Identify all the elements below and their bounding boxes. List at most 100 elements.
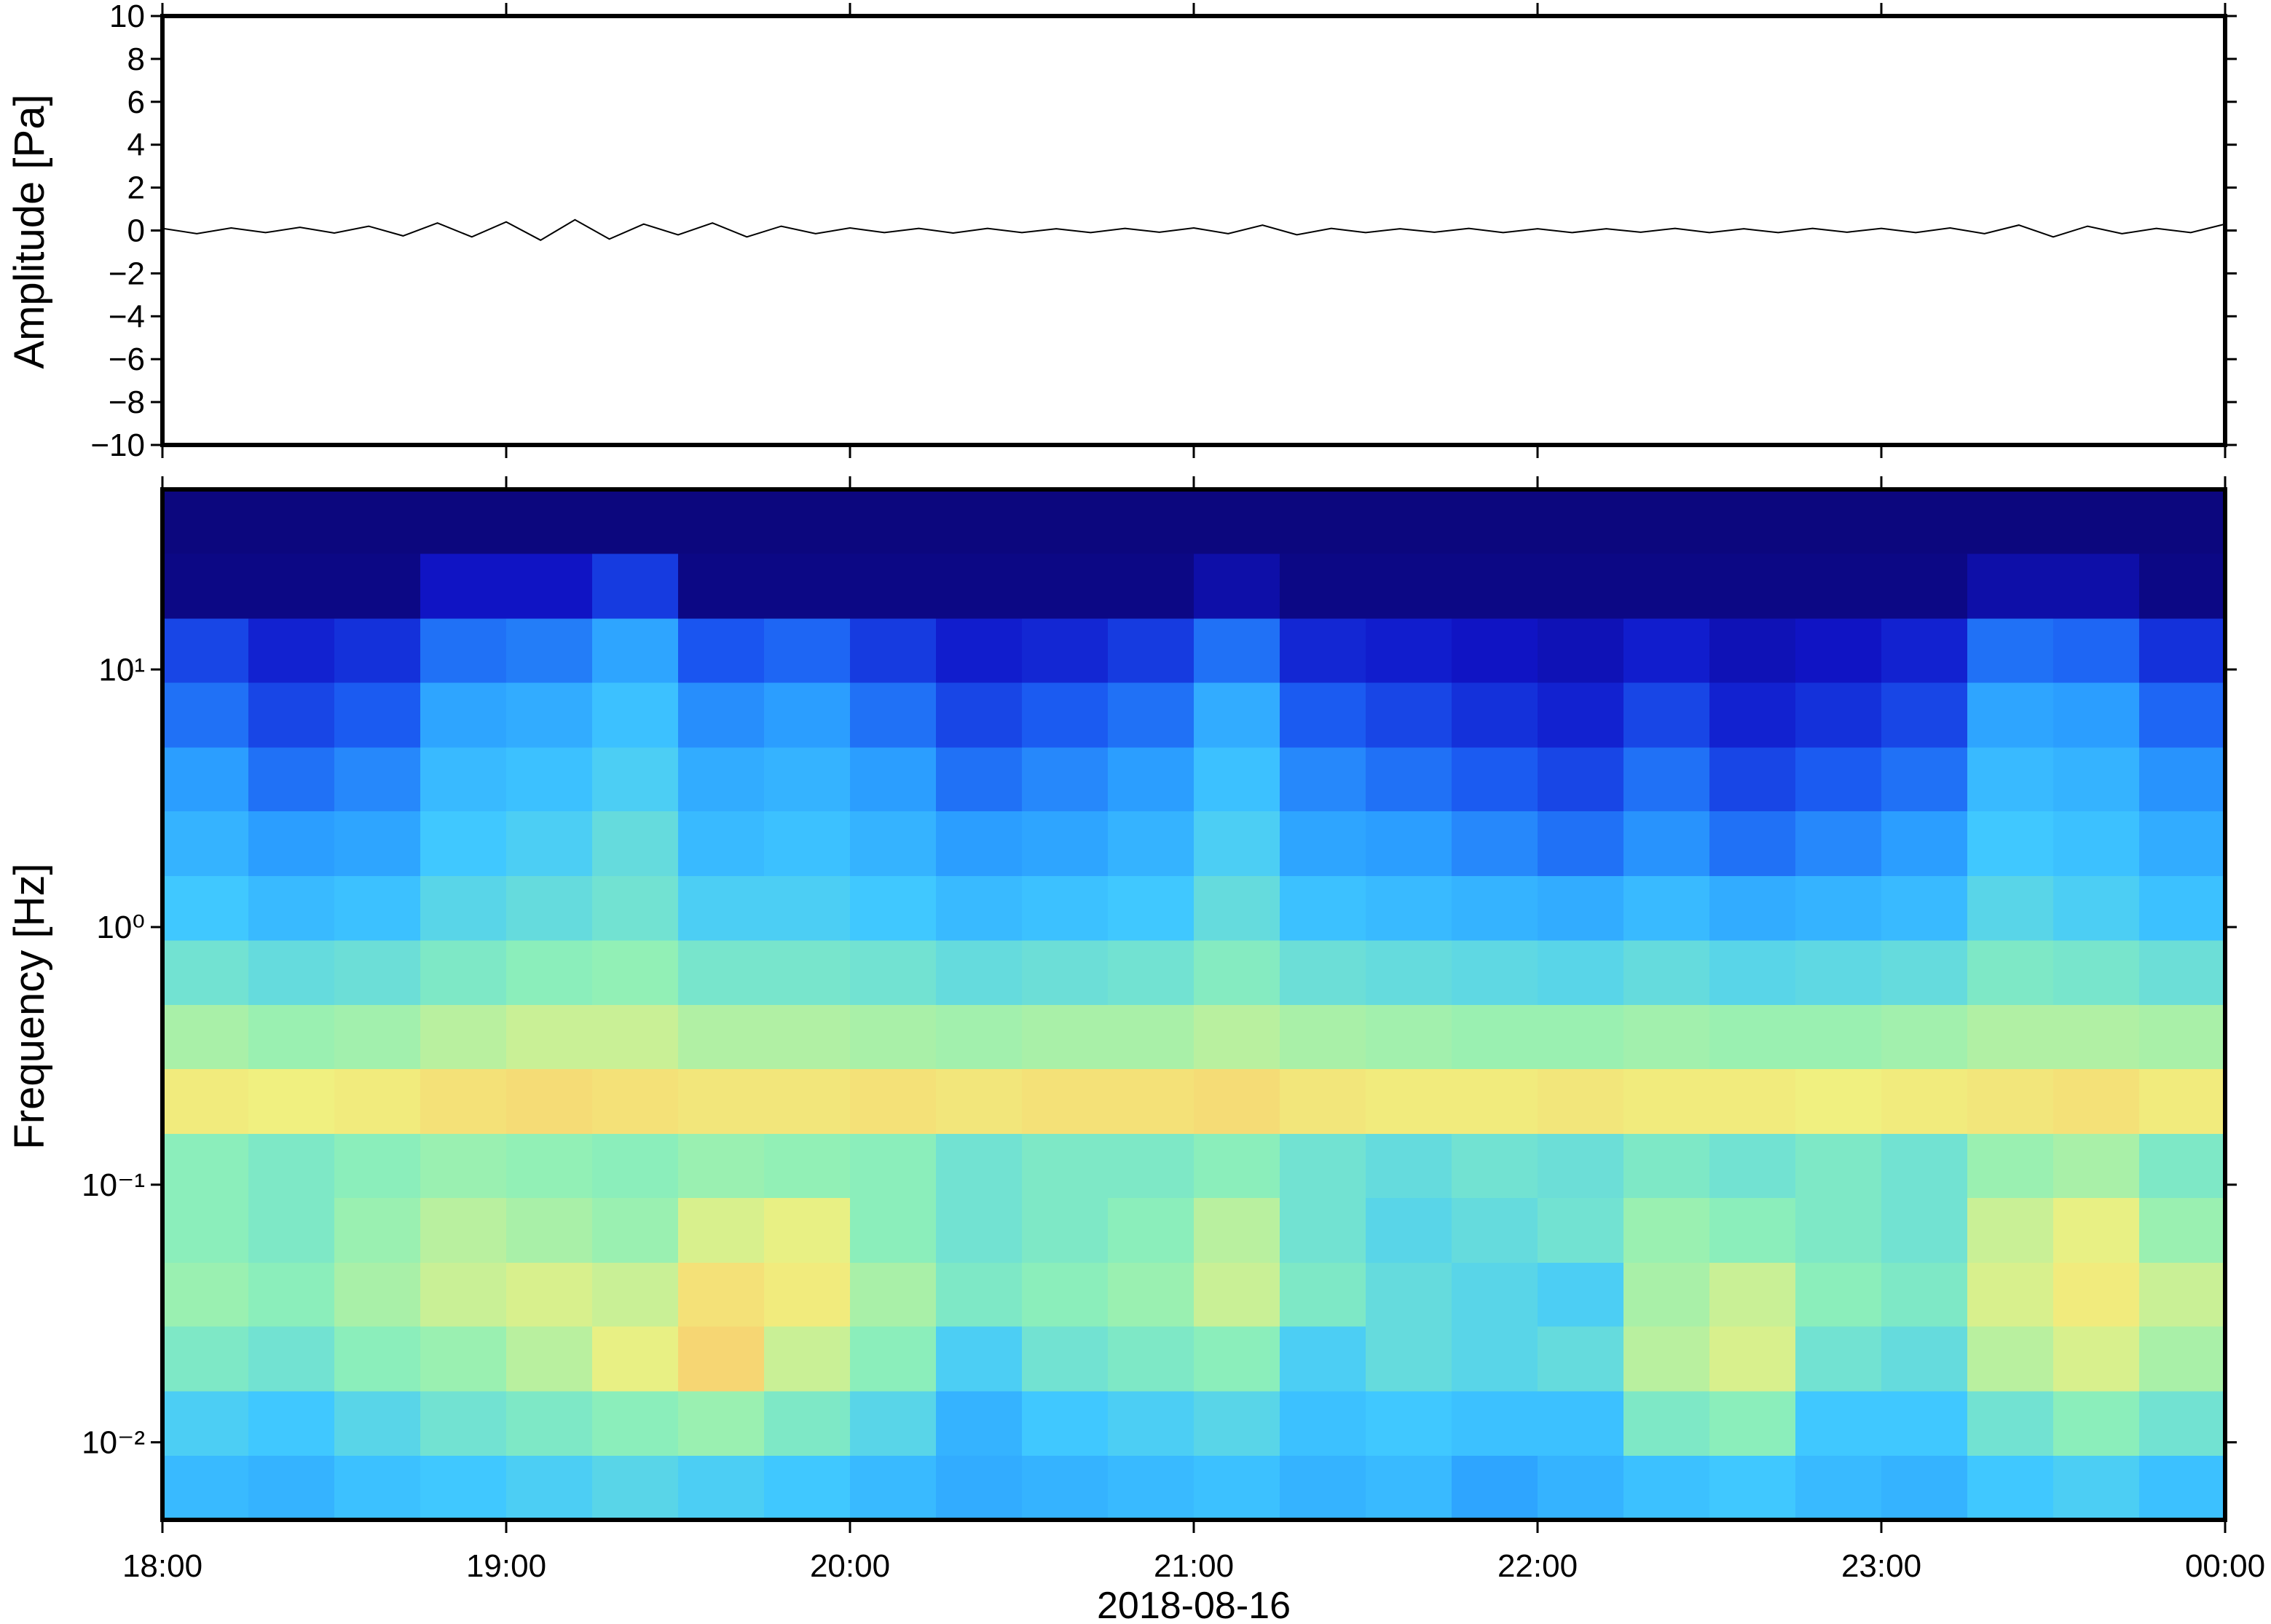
spectrogram-cell — [1967, 811, 2054, 877]
spectrogram-cell — [1366, 875, 1452, 941]
spectrogram-cell — [1280, 1068, 1366, 1134]
spectrogram-cell — [1280, 1004, 1366, 1069]
spectrogram-cell — [936, 811, 1023, 877]
spectrogram-cell — [1108, 489, 1194, 554]
spectrogram-cell — [1108, 1004, 1194, 1069]
spectrogram-cell — [1366, 746, 1452, 812]
spectrogram-cell — [1022, 811, 1109, 877]
spectrogram-cell — [1538, 682, 1624, 748]
spectrogram-cell — [506, 811, 593, 877]
spectrogram-cell — [334, 1455, 421, 1521]
spectrogram-cell — [1795, 553, 1882, 619]
spectrogram-cell — [334, 1004, 421, 1069]
spectrogram-cell — [334, 1197, 421, 1263]
spectrogram-cell — [1452, 618, 1538, 683]
spectrogram-cell — [1280, 746, 1366, 812]
spectrogram-cell — [678, 1197, 765, 1263]
spectrogram-cell — [1194, 1004, 1280, 1069]
spectrogram-cell — [936, 939, 1023, 1005]
spectrogram-cell — [1452, 489, 1538, 554]
spectrogram-cell — [764, 618, 851, 683]
spectrogram-cell — [850, 1004, 937, 1069]
spectrogram-cell — [248, 1197, 335, 1263]
spectrogram-cell — [2139, 1326, 2226, 1392]
spectrogram-cell — [420, 1004, 507, 1069]
spectrogram-cell — [850, 682, 937, 748]
spectrogram-cell — [1108, 875, 1194, 941]
spectrogram-cell — [678, 489, 765, 554]
spectrogram-cell — [678, 1262, 765, 1327]
spectrogram-cell — [420, 875, 507, 941]
spectrogram-cell — [764, 682, 851, 748]
spectrogram-cell — [678, 746, 765, 812]
spectrogram-cell — [1795, 875, 1882, 941]
spectrogram-cell — [1022, 939, 1109, 1005]
y-axis-label: Frequency [Hz] — [6, 863, 53, 1149]
spectrogram-cell — [1967, 1197, 2054, 1263]
spectrogram-cell — [1538, 811, 1624, 877]
spectrogram-cell — [1280, 618, 1366, 683]
spectrogram-cell — [1366, 1068, 1452, 1134]
spectrogram-cell — [764, 1391, 851, 1456]
spectrogram-cell — [1108, 618, 1194, 683]
spectrogram-cell — [162, 1004, 249, 1069]
spectrogram-cell — [1366, 618, 1452, 683]
spectrogram-cell — [2053, 939, 2140, 1005]
spectrogram-cell — [248, 1068, 335, 1134]
spectrogram-cell — [248, 489, 335, 554]
spectrogram-cell — [1623, 1133, 1710, 1199]
y-tick-label: 10¹ — [98, 652, 145, 687]
spectrogram-cell — [1022, 746, 1109, 812]
x-tick-label: 22:00 — [1497, 1548, 1578, 1584]
spectrogram-cell — [1709, 1068, 1796, 1134]
spectrogram-cell — [1366, 1004, 1452, 1069]
spectrogram-cell — [592, 875, 679, 941]
spectrogram-cell — [1022, 1004, 1109, 1069]
spectrogram-cell — [1022, 682, 1109, 748]
spectrogram-cell — [1881, 1262, 1968, 1327]
spectrogram-cell — [936, 1133, 1023, 1199]
spectrogram-cell — [592, 1326, 679, 1392]
spectrogram-cell — [850, 1068, 937, 1134]
spectrogram-cell — [162, 746, 249, 812]
spectrogram-cell — [1881, 1391, 1968, 1456]
spectrogram-cell — [420, 1326, 507, 1392]
spectrogram-cell — [1795, 1455, 1882, 1521]
spectrogram-cell — [1108, 682, 1194, 748]
spectrogram-cell — [850, 1133, 937, 1199]
spectrogram-cell — [1194, 682, 1280, 748]
spectrogram-cell — [248, 939, 335, 1005]
spectrogram-cell — [248, 875, 335, 941]
spectrogram-cell — [678, 618, 765, 683]
plot-frame — [160, 14, 2227, 447]
spectrogram-cell — [334, 682, 421, 748]
spectrogram-cell — [2053, 1133, 2140, 1199]
spectrogram-cell — [1538, 1197, 1624, 1263]
spectrogram-cell — [2139, 618, 2226, 683]
spectrogram-cell — [1967, 618, 2054, 683]
spectrogram-cell — [764, 1262, 851, 1327]
spectrogram-cell — [678, 1004, 765, 1069]
spectrogram-cell — [1538, 1068, 1624, 1134]
spectrogram-cell — [2139, 682, 2226, 748]
spectrogram-cell — [1881, 746, 1968, 812]
x-tick-label: 23:00 — [1841, 1548, 1921, 1584]
spectrogram-cell — [1022, 1326, 1109, 1392]
spectrogram-cell — [1366, 1197, 1452, 1263]
spectrogram-cell — [334, 1262, 421, 1327]
spectrogram-cell — [1108, 1391, 1194, 1456]
spectrogram-cell — [1022, 1133, 1109, 1199]
spectrogram-cell — [1538, 1133, 1624, 1199]
spectrogram-cell — [248, 1455, 335, 1521]
spectrogram-cell — [1538, 746, 1624, 812]
spectrogram-cell — [2053, 1197, 2140, 1263]
spectrogram-cell — [1194, 1262, 1280, 1327]
spectrogram-cell — [592, 1197, 679, 1263]
spectrogram-cell — [420, 1262, 507, 1327]
spectrogram-cell — [936, 1197, 1023, 1263]
y-tick-label: −8 — [109, 385, 145, 420]
spectrogram-cell — [764, 1326, 851, 1392]
spectrogram-cell — [1709, 618, 1796, 683]
spectrogram-cell — [248, 1133, 335, 1199]
spectrogram-cell — [1881, 875, 1968, 941]
